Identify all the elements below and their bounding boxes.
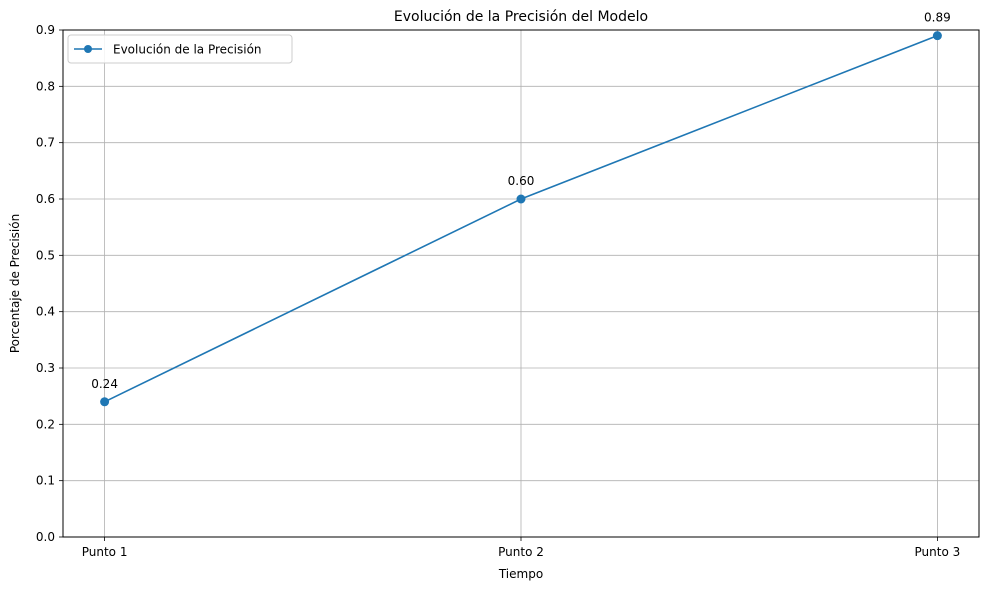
y-tick-label: 0.3	[36, 361, 55, 375]
y-tick-label: 0.6	[36, 192, 55, 206]
legend: Evolución de la Precisión	[67, 34, 293, 64]
y-tick-label: 0.1	[36, 474, 55, 488]
series-group: 0.24 0.60 0.89	[91, 11, 951, 407]
data-label: 0.24	[91, 377, 118, 391]
x-tick-label: Punto 2	[498, 545, 544, 559]
data-label: 0.89	[924, 11, 951, 25]
x-tick-label: Punto 3	[915, 545, 961, 559]
data-point	[100, 397, 110, 407]
legend-point-marker	[84, 45, 92, 53]
grid	[63, 29, 979, 538]
y-tick-label: 0.4	[36, 305, 55, 319]
legend-box	[67, 34, 293, 64]
y-tick-label: 0.9	[36, 23, 55, 37]
x-axis-label: Tiempo	[498, 567, 543, 581]
y-tick-label: 0.2	[36, 417, 55, 431]
data-point	[932, 31, 942, 41]
y-tick-label: 0.5	[36, 248, 55, 262]
chart-title: Evolución de la Precisión del Modelo	[394, 9, 648, 25]
y-axis-label: Porcentaje de Precisión	[8, 214, 22, 353]
data-point	[516, 194, 526, 204]
y-tick-label: 0.0	[36, 530, 55, 544]
x-tick-label: Punto 1	[82, 545, 128, 559]
y-axis: 0.0 0.1 0.2 0.3 0.4 0.5 0.6 0.7 0.8 0.9	[36, 23, 63, 544]
x-axis: Punto 1 Punto 2 Punto 3	[82, 537, 961, 559]
y-tick-label: 0.8	[36, 79, 55, 93]
data-label: 0.60	[508, 174, 535, 188]
y-tick-label: 0.7	[36, 136, 55, 150]
legend-label: Evolución de la Precisión	[113, 43, 262, 57]
